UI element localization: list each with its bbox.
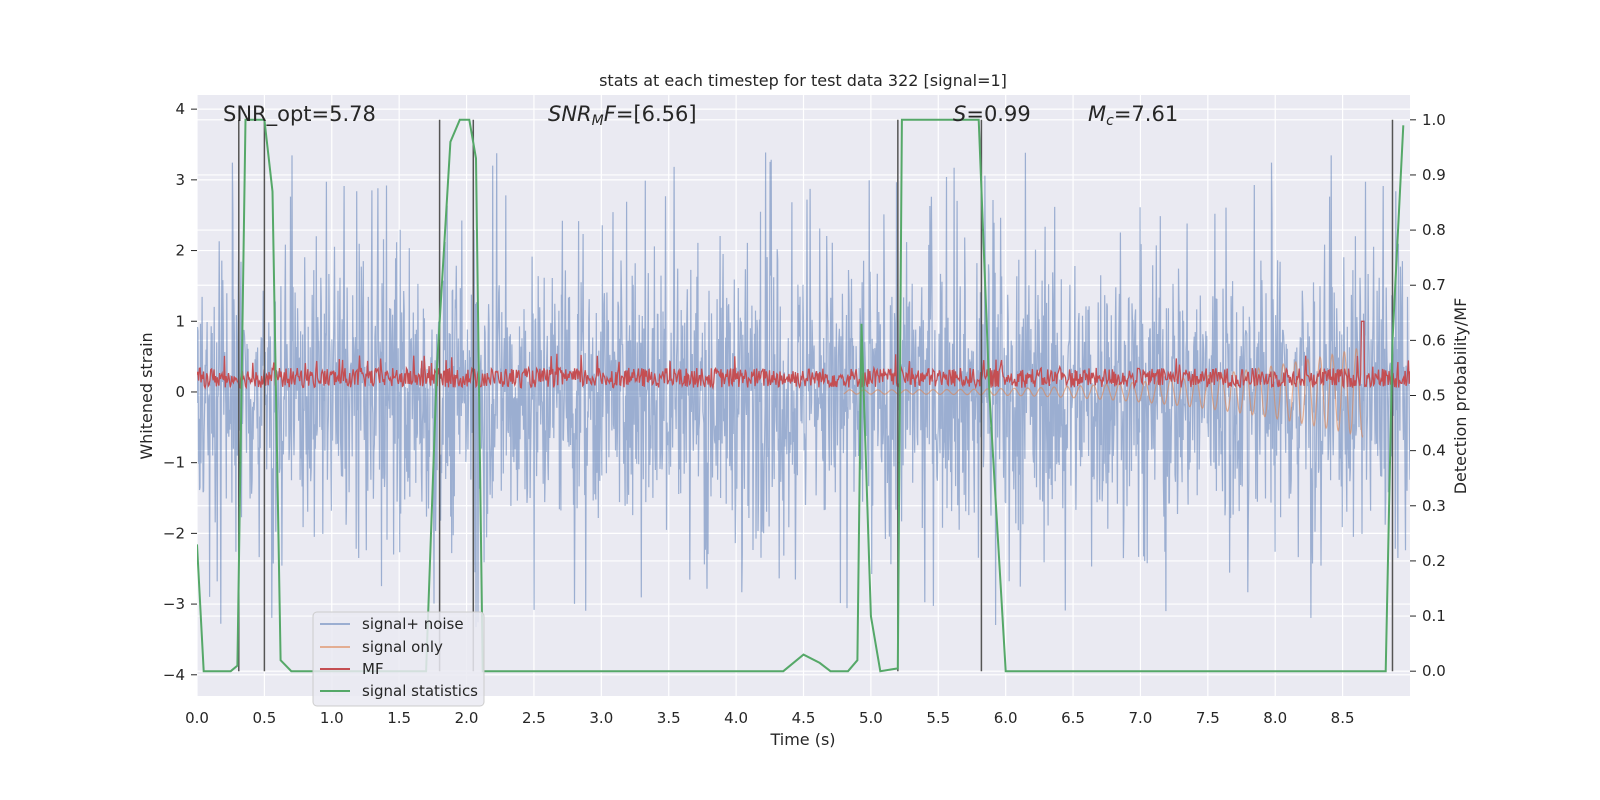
y-right-tick-label-5: 0.5 <box>1422 387 1446 405</box>
y-right-tick-label-1: 0.9 <box>1422 166 1446 184</box>
annotation-snr-mf-tail: F <box>604 102 617 126</box>
y-right-tick-label-8: 0.2 <box>1422 552 1446 570</box>
x-tick-label-7: 3.5 <box>657 709 681 727</box>
y-right-tick-label-6: 0.4 <box>1422 442 1446 460</box>
y-right-axis-ticks: 1.0 0.9 0.8 0.7 0.6 0.5 0.4 0.3 0.2 0.1 0.0 <box>1410 111 1446 680</box>
y-right-tick-label-3: 0.7 <box>1422 276 1446 294</box>
y-right-tick-label-0: 1.0 <box>1422 111 1446 129</box>
x-tick-label-5: 2.5 <box>522 709 546 727</box>
y-left-tick-label-6: −2 <box>163 524 185 542</box>
y-left-tick-label-5: −1 <box>163 454 185 472</box>
x-tick-label-10: 5.0 <box>859 709 883 727</box>
x-tick-label-9: 4.5 <box>792 709 816 727</box>
y-right-tick-label-2: 0.8 <box>1422 221 1446 239</box>
x-tick-label-15: 7.5 <box>1196 709 1220 727</box>
signal-noise-line <box>197 152 1410 628</box>
chart-title: stats at each timestep for test data 322… <box>599 71 1007 90</box>
x-axis-label: Time (s) <box>769 730 835 749</box>
x-tick-label-13: 6.5 <box>1061 709 1085 727</box>
series-mf <box>197 320 1410 390</box>
series-signal-statistics <box>197 118 1405 673</box>
legend: signal+ noise signal only MF signal stat… <box>312 611 485 707</box>
y-left-tick-label-7: −3 <box>163 595 185 613</box>
x-tick-label-12: 6.0 <box>994 709 1018 727</box>
annotation-mc-symbol: M <box>1088 102 1106 126</box>
x-tick-label-11: 5.5 <box>926 709 950 727</box>
y-left-axis-ticks: 4 3 2 1 0 −1 −2 −3 −4 <box>163 100 197 684</box>
annotation-snr-mf-value: =[6.56] <box>616 102 697 126</box>
series-signal-noise <box>197 152 1410 628</box>
annotation-snr-mf-sub: M <box>592 113 604 129</box>
series-signal-only <box>843 347 1364 439</box>
x-tick-label-2: 1.0 <box>320 709 344 727</box>
legend-label-mf: MF <box>362 660 384 678</box>
y-right-tick-label-10: 0.0 <box>1422 662 1446 680</box>
annotation-s-symbol: S <box>953 102 966 126</box>
x-tick-label-17: 8.5 <box>1331 709 1355 727</box>
y-right-tick-label-9: 0.1 <box>1422 607 1446 625</box>
y-left-tick-label-4: 0 <box>175 383 185 401</box>
signal-statistics-line <box>197 118 1405 673</box>
y-left-axis-label: Whitened strain <box>137 332 156 459</box>
x-tick-label-6: 3.0 <box>589 709 613 727</box>
annotation-s: S=0.99 <box>953 102 1031 126</box>
x-tick-label-3: 1.5 <box>387 709 411 727</box>
mf-line <box>197 320 1410 390</box>
y-left-tick-label-8: −4 <box>163 666 185 684</box>
y-left-tick-label-2: 2 <box>175 242 185 260</box>
legend-label-signal-only: signal only <box>362 638 443 656</box>
annotation-snr-mf: SNRMF=[6.56] <box>548 102 697 129</box>
x-tick-label-4: 2.0 <box>455 709 479 727</box>
x-tick-label-14: 7.0 <box>1129 709 1153 727</box>
annotation-snr-mf-symbol: SNR <box>548 102 592 126</box>
annotation-mc: Mc=7.61 <box>1088 102 1178 129</box>
legend-box <box>312 611 485 707</box>
y-right-tick-label-4: 0.6 <box>1422 331 1446 349</box>
legend-label-signal-statistics: signal statistics <box>362 682 478 700</box>
signal-only-line <box>843 347 1364 439</box>
annotation-s-value: =0.99 <box>966 102 1030 126</box>
x-tick-label-1: 0.5 <box>252 709 276 727</box>
annotation-snr-opt: SNR_opt=5.78 <box>223 102 376 127</box>
x-axis-ticks: 0.0 0.5 1.0 1.5 2.0 2.5 3.0 3.5 4.0 4.5 5.0 5.5 6.0 6… <box>185 709 1354 727</box>
annotation-mc-value: =7.61 <box>1114 102 1178 126</box>
x-tick-label-16: 8.0 <box>1263 709 1287 727</box>
y-left-tick-label-0: 4 <box>175 100 185 118</box>
y-left-tick-label-1: 3 <box>175 171 185 189</box>
legend-label-signal-noise: signal+ noise <box>362 615 464 633</box>
y-right-axis-label: Detection probability/MF <box>1451 298 1470 495</box>
annotation-mc-sub: c <box>1106 113 1114 129</box>
x-tick-label-0: 0.0 <box>185 709 209 727</box>
y-right-tick-label-7: 0.3 <box>1422 497 1446 515</box>
x-tick-label-8: 4.0 <box>724 709 748 727</box>
y-left-tick-label-3: 1 <box>175 312 185 330</box>
